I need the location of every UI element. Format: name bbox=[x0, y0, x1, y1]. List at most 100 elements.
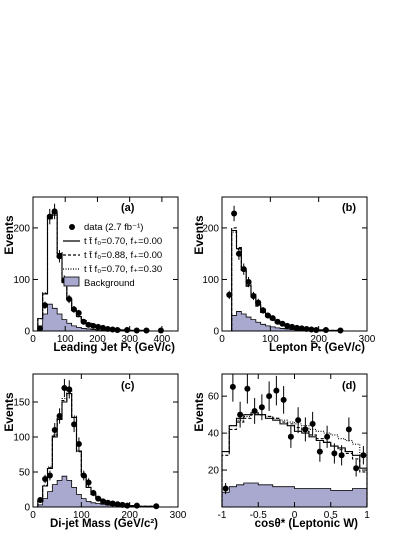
data-point-d-5 bbox=[258, 404, 265, 411]
data-point-a-0 bbox=[37, 325, 44, 332]
legend-data-marker bbox=[69, 224, 75, 230]
y-tick-label-c-0: 0 bbox=[24, 503, 30, 514]
data-point-c-19 bbox=[133, 502, 140, 509]
data-point-a-2 bbox=[46, 213, 53, 220]
data-point-c-13 bbox=[100, 498, 107, 505]
data-point-d-12 bbox=[309, 420, 316, 427]
data-point-a-7 bbox=[70, 306, 77, 313]
x-tick-label-d-1: -0.5 bbox=[250, 510, 268, 521]
data-point-d-7 bbox=[273, 387, 280, 394]
ylabel-c: Events bbox=[2, 392, 16, 432]
data-point-d-0 bbox=[222, 485, 229, 492]
x-tick-label-a-2: 200 bbox=[89, 334, 106, 345]
background-hist-d bbox=[221, 482, 368, 508]
data-point-d-2 bbox=[237, 411, 244, 418]
data-point-d-1 bbox=[229, 383, 236, 390]
x-tick-label-a-4: 400 bbox=[154, 334, 171, 345]
legend bbox=[63, 224, 80, 287]
x-tick-label-d-3: 0.5 bbox=[324, 510, 338, 521]
data-point-b-2 bbox=[235, 250, 242, 257]
data-point-a-1 bbox=[41, 302, 48, 309]
data-point-b-0 bbox=[226, 291, 233, 298]
data-point-b-11 bbox=[279, 320, 286, 327]
x-tick-label-c-3: 300 bbox=[170, 510, 187, 521]
x-tick-label-a-3: 300 bbox=[121, 334, 138, 345]
data-point-d-4 bbox=[251, 407, 258, 414]
x-tick-label-d-2: 0 bbox=[292, 510, 298, 521]
data-point-b-12 bbox=[284, 322, 291, 329]
data-point-c-7 bbox=[71, 421, 78, 428]
data-point-c-8 bbox=[75, 441, 82, 447]
data-point-c-5 bbox=[61, 385, 68, 391]
data-point-d-14 bbox=[324, 433, 331, 440]
data-point-d-15 bbox=[331, 450, 338, 457]
y-tick-label-a-2: 200 bbox=[13, 223, 30, 234]
model-b-hist-b bbox=[231, 227, 367, 332]
data-point-a-10 bbox=[85, 321, 92, 328]
data-point-b-3 bbox=[240, 266, 247, 273]
x-tick-label-d-4: 1 bbox=[364, 510, 370, 521]
data-point-b-1 bbox=[231, 210, 238, 217]
data-point-b-10 bbox=[274, 318, 281, 325]
y-tick-label-c-1: 50 bbox=[19, 468, 31, 479]
data-point-b-19 bbox=[322, 326, 329, 333]
data-point-d-10 bbox=[295, 417, 302, 424]
plot-frame-c bbox=[32, 373, 179, 508]
data-point-d-18 bbox=[353, 465, 360, 472]
x-tick-label-c-0: 0 bbox=[30, 510, 36, 521]
data-point-b-8 bbox=[264, 312, 271, 319]
x-tick-label-b-1: 100 bbox=[262, 334, 279, 345]
data-point-a-8 bbox=[75, 309, 82, 316]
data-point-a-14 bbox=[104, 325, 111, 332]
legend-background-label: Background bbox=[84, 278, 135, 289]
x-tick-label-b-2: 200 bbox=[310, 334, 327, 345]
data-point-a-9 bbox=[80, 318, 87, 325]
data-point-d-8 bbox=[280, 396, 287, 403]
data-point-c-11 bbox=[90, 490, 97, 496]
data-point-c-0 bbox=[37, 497, 44, 503]
model-b-hist-d bbox=[221, 414, 368, 507]
legend-data-label: data (2.7 fb⁻¹) bbox=[84, 222, 143, 233]
data-point-d-19 bbox=[360, 452, 367, 459]
y-tick-label-d-2: 60 bbox=[208, 392, 220, 403]
legend-model-c-label: t t̄ f₀=0.70, f₊=0.30 bbox=[84, 264, 162, 275]
panel-label-d: (d) bbox=[342, 380, 356, 392]
data-point-b-13 bbox=[289, 323, 296, 330]
data-point-c-20 bbox=[153, 503, 160, 510]
data-point-a-16 bbox=[114, 326, 121, 333]
y-tick-label-b-1: 100 bbox=[202, 275, 219, 286]
data-point-a-20 bbox=[157, 327, 164, 334]
y-tick-label-c-2: 100 bbox=[13, 433, 30, 444]
model-a-hist-b bbox=[231, 229, 367, 332]
data-point-c-9 bbox=[80, 472, 87, 479]
legend-background-swatch bbox=[63, 276, 80, 287]
data-point-b-14 bbox=[293, 324, 300, 331]
panel-label-b: (b) bbox=[342, 202, 356, 214]
data-point-c-4 bbox=[56, 413, 63, 419]
data-point-a-19 bbox=[143, 327, 150, 334]
y-tick-label-c-3: 150 bbox=[13, 398, 30, 409]
ylabel-a: Events bbox=[2, 215, 16, 255]
data-point-c-14 bbox=[104, 499, 111, 506]
data-point-c-6 bbox=[66, 386, 73, 393]
data-point-c-15 bbox=[109, 500, 116, 507]
xlabel-c: Di-jet Mass (GeV/c²) bbox=[50, 518, 158, 530]
data-point-c-12 bbox=[95, 495, 102, 502]
data-point-a-6 bbox=[66, 296, 73, 303]
data-point-a-3 bbox=[51, 208, 58, 215]
y-tick-label-b-0: 0 bbox=[213, 327, 219, 338]
y-tick-label-a-0: 0 bbox=[24, 327, 30, 338]
data-point-b-16 bbox=[303, 325, 310, 332]
x-tick-label-b-3: 300 bbox=[359, 334, 376, 345]
data-point-a-11 bbox=[90, 322, 97, 329]
plot-frame-a bbox=[32, 196, 179, 332]
data-point-b-20 bbox=[337, 327, 344, 334]
ylabel-d: Events bbox=[192, 392, 206, 432]
x-tick-label-a-0: 0 bbox=[30, 334, 36, 345]
y-tick-label-b-2: 200 bbox=[202, 223, 219, 234]
data-point-b-5 bbox=[250, 292, 257, 299]
data-point-a-13 bbox=[99, 324, 106, 331]
legend-model-a-label: t t̄ f₀=0.70, f₊=0.00 bbox=[84, 236, 162, 247]
data-point-b-15 bbox=[298, 325, 305, 332]
